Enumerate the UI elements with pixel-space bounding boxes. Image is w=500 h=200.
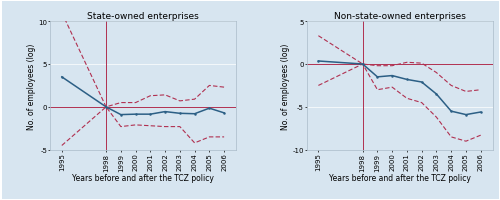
Title: State-owned enterprises: State-owned enterprises	[87, 12, 199, 21]
Y-axis label: No. of employees (log): No. of employees (log)	[281, 43, 290, 129]
X-axis label: Years before and after the TCZ policy: Years before and after the TCZ policy	[328, 173, 470, 182]
Y-axis label: No. of employees (log): No. of employees (log)	[27, 43, 36, 129]
X-axis label: Years before and after the TCZ policy: Years before and after the TCZ policy	[72, 173, 214, 182]
Title: Non-state-owned enterprises: Non-state-owned enterprises	[334, 12, 466, 21]
